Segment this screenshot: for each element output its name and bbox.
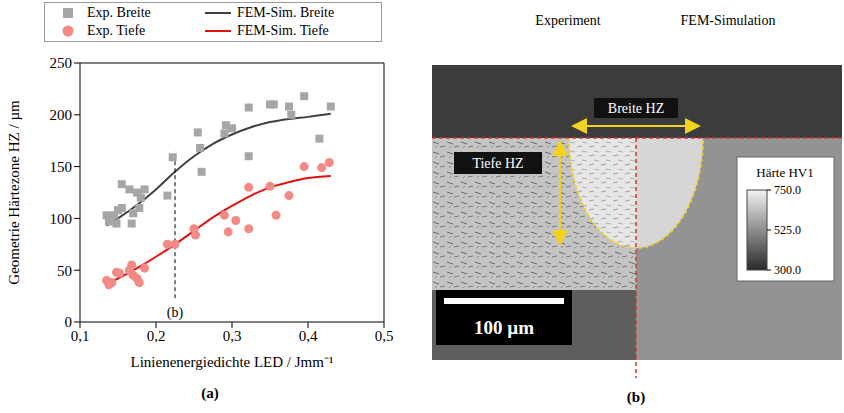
svg-text:FEM-Simulation: FEM-Simulation xyxy=(681,13,776,28)
svg-text:(b): (b) xyxy=(627,389,645,406)
svg-text:525.0: 525.0 xyxy=(774,223,801,237)
svg-text:0,1: 0,1 xyxy=(71,328,90,344)
html-text:FEM-Sim. Tiefe: FEM-Sim. Tiefe xyxy=(237,23,329,38)
svg-text:0,5: 0,5 xyxy=(375,328,394,344)
html-text:(a): (a) xyxy=(201,385,219,401)
html-text:FEM-Sim. Breite: FEM-Sim. Breite xyxy=(237,5,335,20)
svg-text:200: 200 xyxy=(50,107,73,123)
html-text:Exp. Breite: Exp. Breite xyxy=(87,5,151,20)
svg-text:0,2: 0,2 xyxy=(147,328,166,344)
svg-text:0,4: 0,4 xyxy=(299,328,318,344)
svg-text:Härte HV1: Härte HV1 xyxy=(756,165,813,180)
svg-text:100 µm: 100 µm xyxy=(474,317,534,338)
svg-text:0: 0 xyxy=(65,314,73,330)
svg-text:300.0: 300.0 xyxy=(774,263,801,277)
svg-text:(b): (b) xyxy=(167,305,184,321)
svg-text:50: 50 xyxy=(57,263,72,279)
svg-text:Breite HZ: Breite HZ xyxy=(608,101,664,116)
svg-text:0,3: 0,3 xyxy=(223,328,242,344)
svg-text:Experiment: Experiment xyxy=(535,13,600,28)
svg-text:750.0: 750.0 xyxy=(774,183,801,197)
html-text:Exp. Tiefe: Exp. Tiefe xyxy=(87,23,146,38)
svg-text:150: 150 xyxy=(50,159,73,175)
svg-text:250: 250 xyxy=(50,55,73,71)
svg-text:100: 100 xyxy=(50,211,73,227)
svg-text:Geometrie Härtezone HZ / µm: Geometrie Härtezone HZ / µm xyxy=(6,100,22,285)
svg-text:Linienenergiedichte LED / Jmm⁻: Linienenergiedichte LED / Jmm⁻¹ xyxy=(131,354,334,370)
svg-text:Tiefe HZ: Tiefe HZ xyxy=(472,156,523,171)
